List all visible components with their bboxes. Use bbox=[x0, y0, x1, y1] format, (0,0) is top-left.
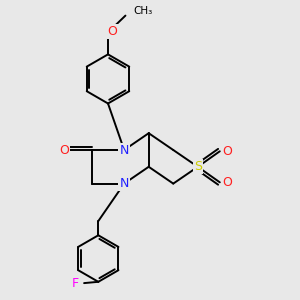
Text: CH₃: CH₃ bbox=[134, 6, 153, 16]
Text: N: N bbox=[119, 143, 129, 157]
Text: N: N bbox=[119, 177, 129, 190]
Text: O: O bbox=[222, 145, 232, 158]
Text: F: F bbox=[72, 277, 79, 290]
Text: O: O bbox=[222, 176, 232, 189]
Text: S: S bbox=[194, 160, 202, 173]
Text: O: O bbox=[59, 143, 69, 157]
Text: O: O bbox=[107, 25, 117, 38]
